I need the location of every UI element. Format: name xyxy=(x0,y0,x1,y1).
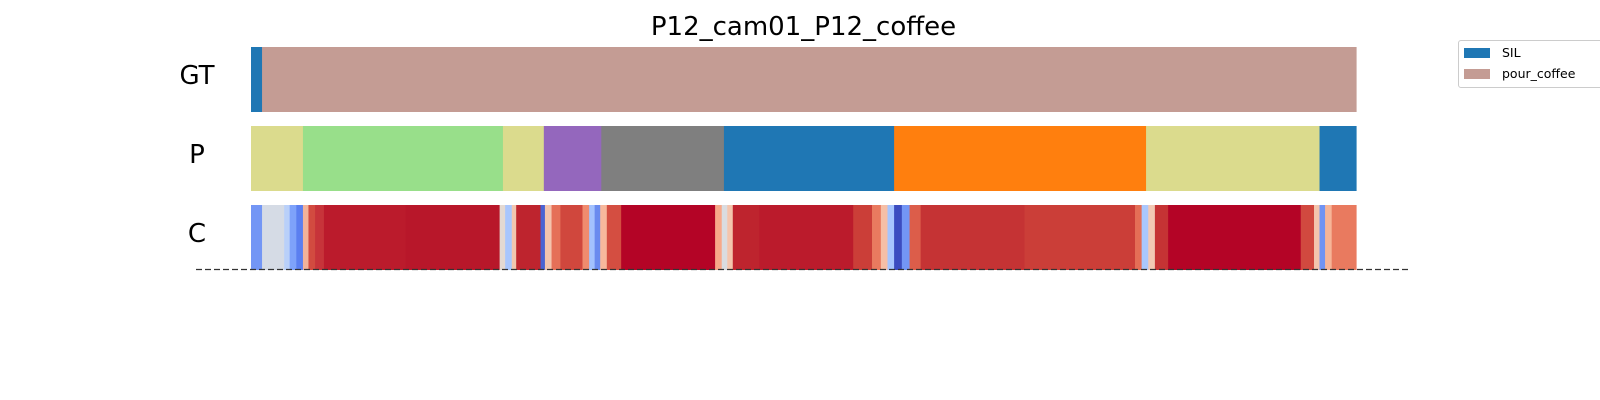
segment-p-1 xyxy=(302,126,504,191)
segment-p-7 xyxy=(1146,126,1321,191)
row-label-p: P xyxy=(189,140,205,170)
segment-p-6 xyxy=(894,126,1147,191)
segment-c-26 xyxy=(727,205,734,270)
segment-c-17 xyxy=(560,205,584,270)
segment-c-31 xyxy=(880,205,889,270)
segment-c-42 xyxy=(1168,205,1302,270)
segment-c-34 xyxy=(901,205,911,270)
segment-p-4 xyxy=(601,126,725,191)
legend-label-sil: SIL xyxy=(1502,45,1521,60)
segment-p-5 xyxy=(723,126,895,191)
segment-p-0 xyxy=(251,126,304,191)
row-label-gt: GT xyxy=(179,61,215,91)
segment-c-4 xyxy=(296,205,304,270)
segment-c-13 xyxy=(516,205,542,270)
segment-c-0 xyxy=(251,205,263,270)
segment-c-46 xyxy=(1325,205,1333,270)
segment-c-21 xyxy=(600,205,608,270)
segment-c-7 xyxy=(315,205,325,270)
segment-c-15 xyxy=(544,205,553,270)
legend-swatch-sil xyxy=(1464,48,1490,58)
row-label-c: C xyxy=(187,219,207,249)
segment-c-35 xyxy=(909,205,922,270)
segment-c-6 xyxy=(308,205,316,270)
segment-c-27 xyxy=(732,205,760,270)
chart-title: P12_cam01_P12_coffee xyxy=(650,12,957,42)
segment-c-25 xyxy=(721,205,728,270)
segment-c-47 xyxy=(1331,205,1357,270)
segment-c-5 xyxy=(302,205,310,270)
segment-c-16 xyxy=(551,205,561,270)
segment-c-12 xyxy=(511,205,517,270)
segment-c-24 xyxy=(715,205,723,270)
segment-c-3 xyxy=(289,205,297,270)
segment-c-29 xyxy=(853,205,873,270)
segment-c-14 xyxy=(540,205,546,270)
segment-c-23 xyxy=(621,205,716,270)
segment-c-33 xyxy=(894,205,903,270)
segment-c-8 xyxy=(323,205,407,270)
segment-c-38 xyxy=(1135,205,1143,270)
segment-c-37 xyxy=(1024,205,1136,270)
segment-c-39 xyxy=(1141,205,1149,270)
segment-c-20 xyxy=(594,205,601,270)
segment-c-18 xyxy=(582,205,590,270)
segment-c-19 xyxy=(589,205,596,270)
segment-c-36 xyxy=(920,205,1026,270)
segment-c-10 xyxy=(499,205,506,270)
segment-c-1 xyxy=(262,205,285,270)
segment-c-43 xyxy=(1300,205,1315,270)
segment-c-41 xyxy=(1154,205,1169,270)
segment-c-32 xyxy=(887,205,895,270)
segment-c-2 xyxy=(284,205,291,270)
segment-c-40 xyxy=(1148,205,1156,270)
segment-c-9 xyxy=(405,205,501,270)
segment-c-45 xyxy=(1319,205,1326,270)
segment-c-30 xyxy=(872,205,882,270)
legend-swatch-pour-coffee xyxy=(1464,69,1490,79)
segment-p-2 xyxy=(502,126,545,191)
segment-c-44 xyxy=(1314,205,1321,270)
segment-c-28 xyxy=(759,205,854,270)
segment-c-22 xyxy=(606,205,622,270)
segment-p-3 xyxy=(543,126,602,191)
legend-label-pour-coffee: pour_coffee xyxy=(1502,66,1576,81)
segment-c-11 xyxy=(505,205,513,270)
legend: SIL pour_coffee xyxy=(1458,40,1600,88)
segment-gt-1 xyxy=(262,47,1357,112)
segment-p-8 xyxy=(1319,126,1357,191)
segment-gt-0 xyxy=(251,47,263,112)
